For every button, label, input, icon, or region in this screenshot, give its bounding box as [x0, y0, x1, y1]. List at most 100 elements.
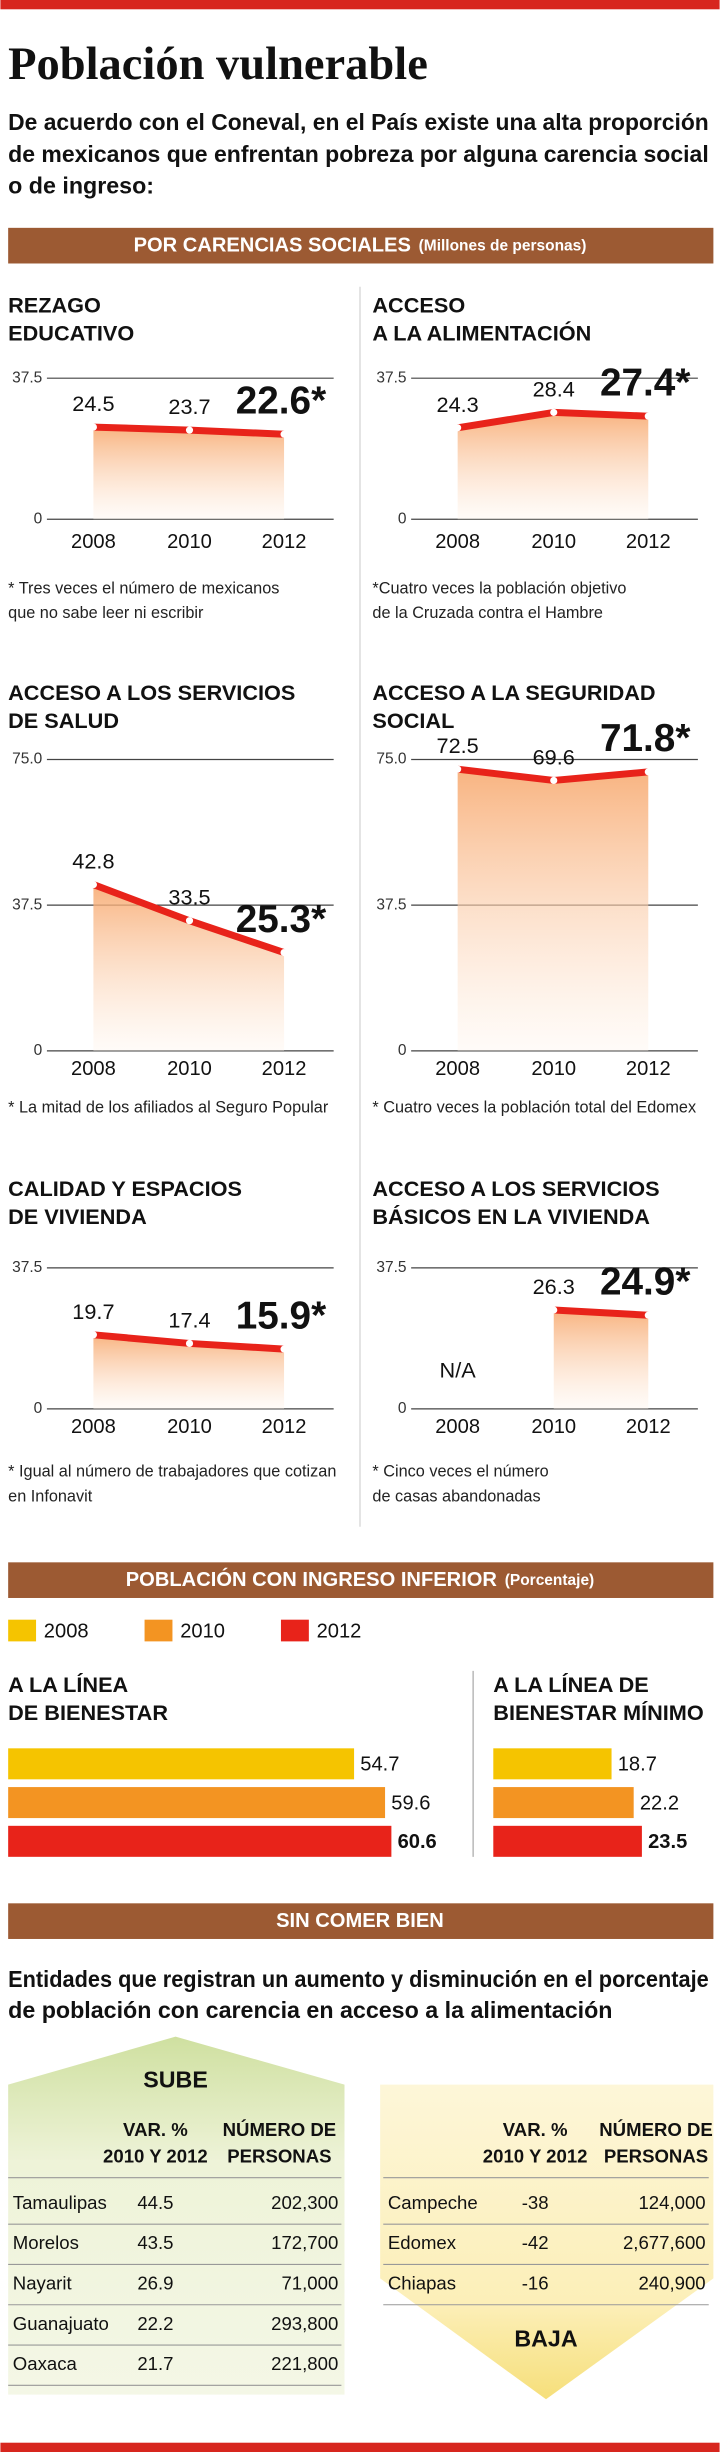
table-label: BAJA [514, 2326, 577, 2352]
bar [8, 1748, 355, 1780]
cell: Nayarit [13, 2273, 73, 2294]
area [457, 769, 649, 1051]
value-label: 22.6* [236, 379, 327, 422]
x-tick-label: 2008 [435, 531, 480, 553]
section-unit: (Porcentaje) [505, 1572, 595, 1589]
value-label: 60.6 [398, 1831, 437, 1853]
y-tick-label: 37.5 [12, 1259, 42, 1276]
cell: 221,800 [271, 2353, 338, 2374]
column-header: PERSONAS [604, 2145, 708, 2166]
cell: 43.5 [137, 2232, 173, 2253]
x-tick-label: 2010 [531, 531, 576, 553]
y-tick-label: 0 [398, 510, 407, 527]
chart-note: de casas abandonadas [372, 1488, 540, 1506]
point [185, 917, 194, 925]
y-tick-label: 0 [398, 1400, 407, 1417]
section-unit: (Millones de personas) [419, 238, 587, 255]
chart-title: ACCESO A LA SEGURIDAD [372, 680, 655, 705]
chart-note: *Cuatro veces la población objetivo [372, 579, 626, 597]
y-tick-label: 0 [34, 510, 43, 527]
section-title: POR CARENCIAS SOCIALES [134, 235, 411, 257]
cell: Edomex [388, 2232, 457, 2253]
chart-note: * Cuatro veces la población total del Ed… [372, 1099, 696, 1117]
y-tick-label: 0 [398, 1042, 407, 1059]
cell: Oaxaca [13, 2353, 78, 2374]
cell: 26.9 [137, 2273, 173, 2294]
value-label: 71.8* [600, 717, 691, 760]
value-label: 33.5 [168, 885, 210, 910]
point [280, 430, 288, 438]
x-tick-label: 2008 [71, 1058, 116, 1080]
x-tick-label: 2008 [71, 1416, 116, 1438]
point [550, 1306, 558, 1314]
cell: 202,300 [271, 2192, 338, 2213]
section-header-bar [8, 1903, 714, 1939]
chart-note: de la Cruzada contra el Hambre [372, 604, 603, 622]
chart-note: * La mitad de los afiliados al Seguro Po… [8, 1099, 329, 1117]
x-tick-label: 2012 [626, 1416, 671, 1438]
value-label: 24.3 [437, 392, 479, 417]
line [553, 1306, 649, 1319]
section-header: POR CARENCIAS SOCIALES (Millones de perso… [134, 235, 587, 257]
section-subtitle: de población con carencia en acceso a la… [8, 1997, 612, 2023]
cell: 293,800 [271, 2313, 338, 2334]
section-header-bar [8, 1562, 714, 1598]
y-tick-label: 37.5 [376, 1259, 406, 1276]
x-tick-label: 2012 [262, 1058, 307, 1080]
cell: 2,677,600 [623, 2232, 706, 2253]
point [644, 1311, 652, 1319]
point [185, 426, 194, 434]
legend-label: 2012 [317, 1620, 362, 1642]
bar [493, 1787, 634, 1819]
area [93, 427, 285, 520]
x-tick-label: 2010 [167, 531, 212, 553]
x-tick-label: 2012 [626, 1058, 671, 1080]
chart-note: en Infonavit [8, 1488, 93, 1506]
chart-title: DE VIVIENDA [8, 1204, 147, 1229]
cell: Morelos [13, 2232, 79, 2253]
column-header: NÚMERO DE [223, 2119, 337, 2140]
x-tick-label: 2008 [435, 1416, 480, 1438]
y-tick-label: 75.0 [12, 751, 42, 768]
value-label: 69.6 [533, 744, 575, 769]
chart-title: A LA LÍNEA DE [493, 1672, 648, 1697]
chart-title: A LA LÍNEA [8, 1672, 128, 1697]
column-header: PERSONAS [227, 2145, 331, 2166]
cell: -16 [522, 2273, 549, 2294]
column-header: 2010 Y 2012 [483, 2145, 588, 2166]
y-tick-label: 37.5 [12, 369, 42, 386]
legend-swatch [144, 1619, 173, 1642]
point [550, 408, 558, 416]
legend-swatch [280, 1619, 309, 1642]
value-label: 18.7 [618, 1754, 657, 1776]
bar [493, 1748, 612, 1780]
x-tick-label: 2012 [262, 531, 307, 553]
x-tick-label: 2012 [626, 531, 671, 553]
y-tick-label: 37.5 [376, 896, 406, 913]
bottom-rule [0, 2442, 720, 2452]
value-label: 19.7 [72, 1299, 114, 1324]
value-label: 23.7 [168, 394, 210, 419]
area [93, 884, 285, 1051]
value-label: 15.9* [236, 1294, 327, 1337]
x-tick-label: 2012 [262, 1416, 307, 1438]
chart-note: * Cinco veces el número [372, 1463, 548, 1481]
chart-title: DE BIENESTAR [8, 1700, 168, 1725]
chart-title: ACCESO A LOS SERVICIOS [8, 680, 295, 705]
value-label: 24.9* [600, 1260, 691, 1303]
value-label: 24.5 [72, 391, 114, 416]
value-label: 17.4 [168, 1307, 210, 1332]
table-label: SUBE [143, 2067, 208, 2093]
chart-note: * Igual al número de trabajadores que co… [8, 1463, 336, 1481]
intro-line: de mexicanos que enfrentan pobreza por a… [8, 141, 709, 167]
point [185, 1339, 194, 1348]
point [280, 1345, 288, 1353]
table-arrow-box [380, 2084, 714, 2400]
chart-title: A LA ALIMENTACIÓN [372, 321, 591, 346]
bar [493, 1825, 642, 1857]
value-label: 54.7 [360, 1754, 399, 1776]
point [280, 948, 288, 957]
page-title: Población vulnerable [8, 39, 428, 90]
